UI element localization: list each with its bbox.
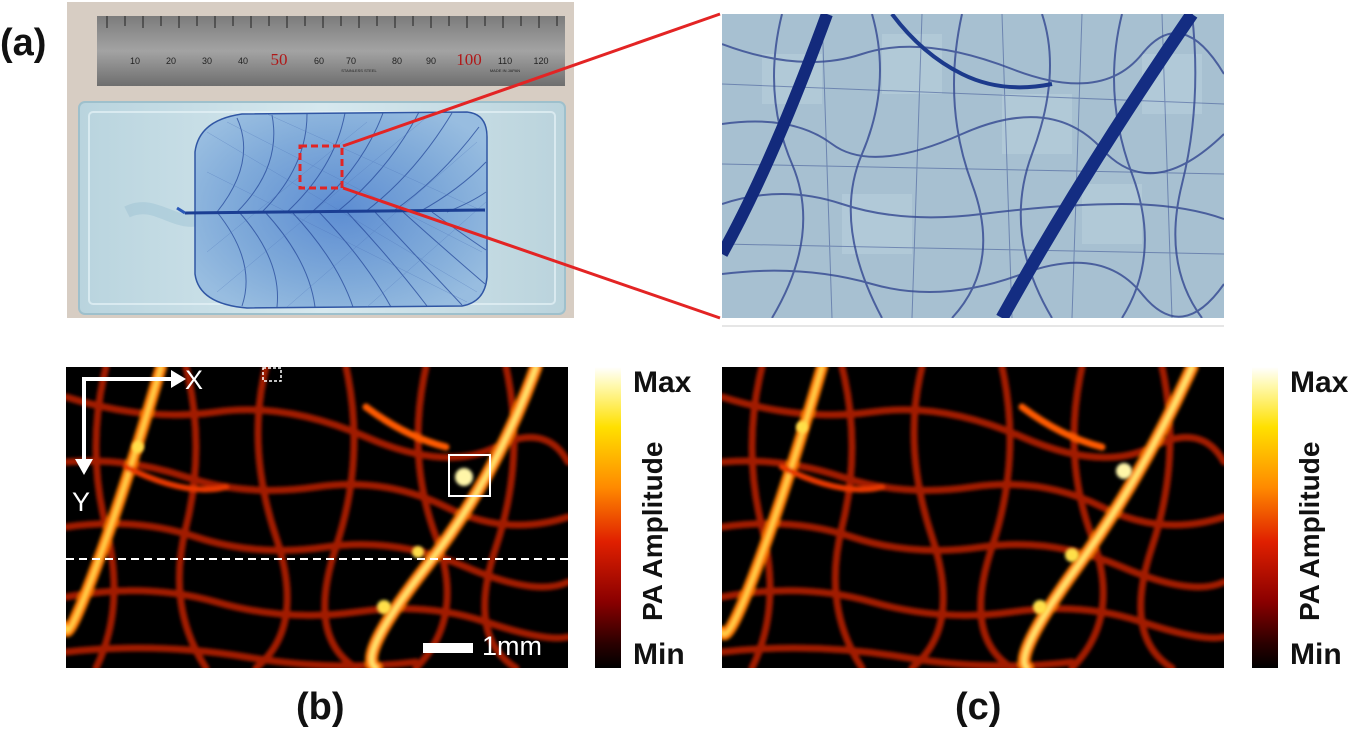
scale-bar	[423, 643, 473, 653]
ruler-tick-120: 120	[533, 56, 548, 66]
colorbar-c-max: Max	[1290, 366, 1349, 399]
ruler-tick-50: 50	[271, 50, 288, 69]
colorbar-c-min: Min	[1290, 638, 1342, 671]
pa-b-vein-left-core	[66, 367, 163, 633]
roi-dashed-box	[298, 144, 344, 190]
colorbar-b-max: Max	[633, 366, 692, 399]
panel-label-c: (c)	[955, 686, 1002, 728]
pa-b-vein-right-core	[369, 367, 539, 668]
ruler-tick-30: 30	[202, 56, 212, 66]
panel-label-a: (a)	[0, 22, 47, 64]
panel-label-b: (b)	[296, 686, 345, 728]
zoom-vein-right	[996, 14, 1198, 318]
x-arrowhead	[171, 370, 186, 388]
pa-image-b	[66, 367, 568, 668]
colorbar-c-title: PA Amplitude	[1294, 441, 1325, 621]
ruler-ticks	[106, 16, 558, 28]
pa-image-c	[722, 367, 1224, 668]
pa-b-small-dashed-box	[262, 367, 282, 382]
ruler	[97, 16, 565, 86]
ruler-maker: MADE IN JAPAN	[490, 68, 520, 73]
colorbar-c	[1252, 367, 1278, 668]
scale-bar-label: 1mm	[482, 631, 542, 661]
ruler-tick-70: 70	[346, 56, 356, 66]
ruler-tick-100: 100	[456, 50, 482, 69]
y-arrowhead	[75, 459, 93, 475]
ruler-tick-110: 110	[498, 56, 512, 66]
ruler-tick-80: 80	[392, 56, 402, 66]
leaf-zoom-photo	[722, 14, 1224, 318]
leaf-phantom-photo: 10 20 30 40 50 60 70 80 90 100 110 120 S…	[67, 2, 574, 318]
pa-b-vein-right	[365, 367, 543, 668]
zoom-vein-left	[722, 14, 833, 257]
ruler-tick-40: 40	[238, 56, 248, 66]
ruler-tick-90: 90	[426, 56, 436, 66]
ruler-tick-10: 10	[130, 56, 140, 66]
pa-c-vein-right-core	[1021, 367, 1195, 668]
colorbar-b-title: PA Amplitude	[637, 441, 668, 621]
y-axis-label: Y	[72, 487, 91, 517]
ruler-brand: STAINLESS STEEL	[341, 68, 377, 73]
colorbar-b	[595, 367, 621, 668]
x-axis-label: X	[185, 365, 204, 395]
zoom-photo-underline	[722, 325, 1224, 327]
pa-b-roi-box	[448, 454, 491, 497]
colorbar-b-min: Min	[633, 638, 685, 671]
leaf-midrib	[184, 208, 486, 215]
ruler-tick-60: 60	[314, 56, 324, 66]
ruler-tick-20: 20	[166, 56, 176, 66]
